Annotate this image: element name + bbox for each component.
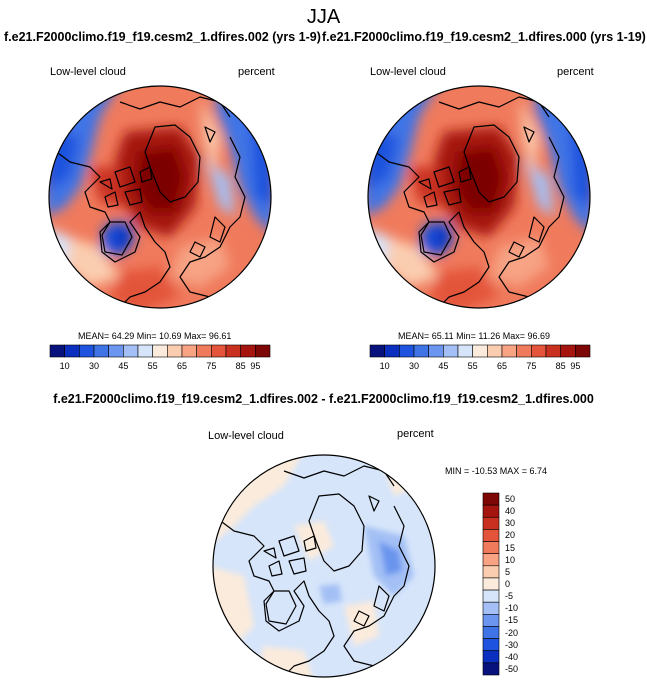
- colorbar-difference-tick-label: -30: [505, 639, 519, 650]
- colorbar-panel1-swatch: [167, 344, 183, 358]
- colorbar-panel2-swatch: [516, 344, 532, 358]
- colorbar-difference-tick-label: 30: [505, 518, 516, 529]
- colorbar-panel2-tick-label: 45: [438, 361, 449, 371]
- colorbar-panel2-tick-label: 55: [467, 361, 478, 371]
- colorbar-difference-swatch: [482, 492, 500, 506]
- colorbar-panel2-tick-label: 10: [379, 361, 390, 371]
- colorbar-difference-swatch: [482, 601, 500, 615]
- colorbar-difference-tick-label: 40: [505, 506, 516, 517]
- colorbar-panel1-swatch: [137, 344, 153, 358]
- colorbar-panel1: [49, 344, 271, 358]
- colorbar-difference-swatch: [482, 638, 500, 652]
- colorbar-panel1-tick-label: 95: [250, 361, 261, 371]
- colorbar-panel1-tick-label: 30: [88, 361, 99, 371]
- colorbar-difference-tick-label: -50: [505, 663, 519, 674]
- panel1-units-label: percent: [238, 66, 275, 78]
- colorbar-difference-swatch: [482, 504, 500, 518]
- colorbar-panel1-tick-label: 45: [118, 361, 129, 371]
- colorbar-panel2-swatch: [369, 344, 385, 358]
- colorbar-panel1-swatch: [49, 344, 65, 358]
- colorbar-panel1-swatch: [225, 344, 241, 358]
- colorbar-panel2-tick-label: 30: [408, 361, 419, 371]
- colorbar-difference-swatch: [482, 516, 500, 530]
- colorbar-difference-swatch: [482, 577, 500, 591]
- colorbar-panel2-swatch: [399, 344, 415, 358]
- colorbar-panel1-swatch: [255, 344, 271, 358]
- panel2-case-title: f.e21.F2000climo.f19_f19.cesm2_1.dfires.…: [322, 30, 646, 44]
- colorbar-panel1-swatch: [152, 344, 168, 358]
- colorbar-difference-swatch: [482, 662, 500, 676]
- difference-title: f.e21.F2000climo.f19_f19.cesm2_1.dfires.…: [53, 392, 594, 406]
- colorbar-panel1-swatch: [79, 344, 95, 358]
- colorbar-difference-swatch: [482, 565, 500, 579]
- colorbar-panel2-swatch: [501, 344, 517, 358]
- colorbar-difference-tick-label: -15: [505, 615, 519, 626]
- colorbar-panel1-tick-label: 75: [206, 361, 217, 371]
- colorbar-panel1-swatch: [181, 344, 197, 358]
- panel1-variable-label: Low-level cloud: [50, 66, 126, 78]
- panel2-stats: MEAN= 65.11 Min= 11.26 Max= 96.69: [398, 331, 551, 341]
- colorbar-difference-tick-label: 50: [505, 494, 516, 505]
- colorbar-panel1-tick-label: 65: [176, 361, 187, 371]
- colorbar-panel2-swatch: [560, 344, 576, 358]
- colorbar-difference-tick-label: 0: [505, 579, 511, 589]
- colorbar-difference-tick-label: -20: [505, 627, 519, 638]
- diff-stats: MIN = -10.53 MAX = 6.74: [445, 466, 548, 476]
- colorbar-panel2-swatch: [545, 344, 561, 358]
- colorbar-difference-swatch: [482, 553, 500, 567]
- colorbar-panel2-swatch: [531, 344, 547, 358]
- panel1-case-title: f.e21.F2000climo.f19_f19.cesm2_1.dfires.…: [4, 30, 321, 44]
- colorbar-panel2-swatch: [472, 344, 488, 358]
- colorbar-panel2-tick-label: 95: [570, 361, 581, 371]
- panel1-map: [45, 82, 275, 312]
- colorbar-panel1-swatch: [196, 344, 212, 358]
- colorbar-panel1-swatch: [123, 344, 139, 358]
- colorbar-difference-swatch: [482, 626, 500, 639]
- colorbar-difference-tick-label: 20: [505, 530, 516, 541]
- colorbar-panel2-swatch: [428, 344, 444, 358]
- colorbar-difference-tick-label: -10: [505, 603, 519, 614]
- colorbar-difference-swatch: [482, 589, 500, 603]
- colorbar-panel2-swatch: [575, 344, 591, 358]
- colorbar-panel1-tick-label: 85: [235, 361, 246, 371]
- colorbar-panel2-swatch: [384, 344, 400, 358]
- colorbar-panel2-swatch: [457, 344, 473, 358]
- colorbar-panel2-tick-label: 65: [496, 361, 507, 371]
- colorbar-panel2-tick-label: 75: [526, 361, 537, 371]
- colorbar-panel1-tick-label: 10: [59, 361, 70, 371]
- diff-units-label: percent: [397, 428, 434, 440]
- colorbar-panel2-tick-label: 85: [555, 361, 566, 371]
- colorbar-difference-swatch: [482, 541, 500, 554]
- colorbar-panel1-swatch: [64, 344, 80, 358]
- colorbar-difference-tick-label: 10: [505, 554, 516, 565]
- colorbar-difference-swatch: [482, 529, 500, 542]
- panel2-variable-label: Low-level cloud: [370, 66, 446, 78]
- panel2-map: [364, 82, 594, 312]
- colorbar-panel1-swatch: [108, 344, 124, 358]
- colorbar-difference-tick-label: -5: [505, 591, 514, 602]
- colorbar-panel2-swatch: [487, 344, 503, 358]
- colorbar-difference-swatch: [482, 650, 500, 664]
- colorbar-panel1-swatch: [240, 344, 256, 358]
- colorbar-panel2-swatch: [443, 344, 459, 358]
- colorbar-panel1-tick-label: 55: [147, 361, 158, 371]
- panel2-units-label: percent: [557, 66, 594, 78]
- colorbar-panel1-swatch: [211, 344, 227, 358]
- panel1-stats: MEAN= 64.29 Min= 10.69 Max= 96.61: [78, 331, 232, 341]
- difference-map: [209, 451, 439, 681]
- colorbar-panel1-swatch: [93, 344, 109, 358]
- colorbar-panel2: [369, 344, 591, 358]
- colorbar-difference-tick-label: 15: [505, 542, 516, 553]
- colorbar-difference-tick-label: 5: [505, 566, 511, 577]
- diff-variable-label: Low-level cloud: [208, 430, 284, 442]
- colorbar-panel2-swatch: [413, 344, 429, 358]
- colorbar-difference: [482, 492, 500, 676]
- colorbar-difference-swatch: [482, 614, 500, 627]
- main-title: JJA: [306, 6, 341, 28]
- colorbar-difference-tick-label: -40: [505, 651, 519, 662]
